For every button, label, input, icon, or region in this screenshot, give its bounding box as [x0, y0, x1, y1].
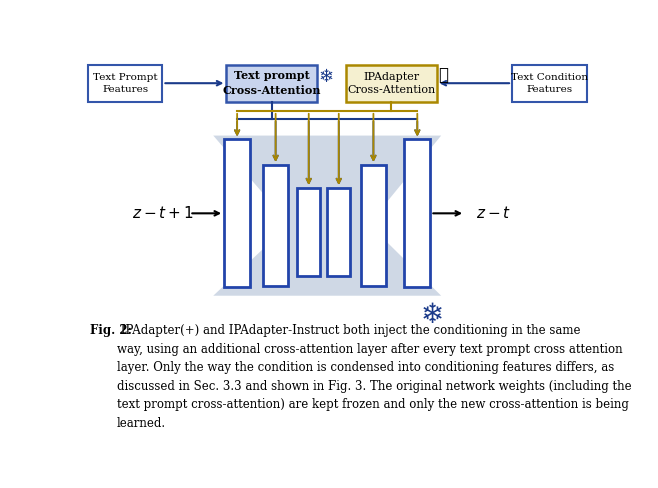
Bar — [297, 188, 320, 277]
Bar — [263, 165, 288, 286]
Bar — [404, 140, 430, 287]
Bar — [345, 65, 436, 102]
Text: $z-t$: $z-t$ — [476, 205, 511, 222]
Polygon shape — [213, 136, 441, 296]
Bar — [327, 188, 350, 277]
Text: IPAdapter(+) and IPAdapter-Instruct both inject the conditioning in the same
way: IPAdapter(+) and IPAdapter-Instruct both… — [117, 324, 632, 430]
Bar — [88, 65, 163, 102]
Text: 🔥: 🔥 — [438, 66, 448, 84]
Bar — [224, 140, 250, 287]
Text: Text Prompt
Features: Text Prompt Features — [93, 73, 157, 94]
Text: ❄: ❄ — [421, 301, 444, 329]
Text: Text Condition
Features: Text Condition Features — [511, 73, 588, 94]
Bar — [226, 65, 317, 102]
Text: Fig. 2:: Fig. 2: — [90, 324, 132, 337]
Text: Text prompt
Cross-Attention: Text prompt Cross-Attention — [222, 70, 321, 96]
Bar — [361, 165, 386, 286]
Text: IPAdapter
Cross-Attention: IPAdapter Cross-Attention — [347, 72, 435, 95]
Text: $z-t+1$: $z-t+1$ — [132, 205, 193, 222]
Bar — [512, 65, 587, 102]
Text: ❄: ❄ — [318, 68, 334, 86]
